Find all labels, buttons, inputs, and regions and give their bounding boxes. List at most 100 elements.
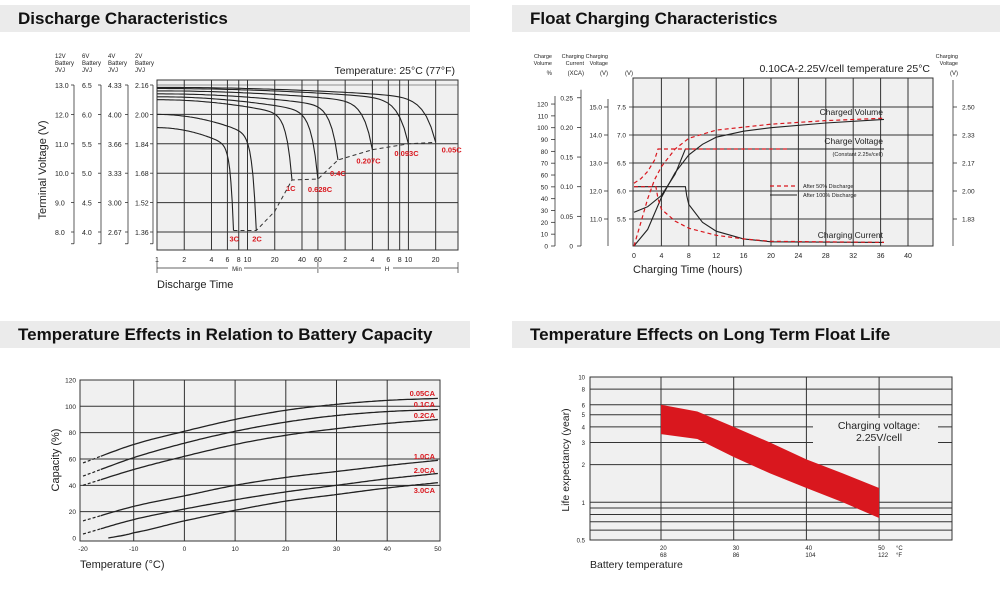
axis-tick-label: 7.5 — [617, 105, 626, 112]
axis-tick-label: 2.33 — [962, 133, 975, 140]
legend-after50: After 50% Discharge — [803, 184, 853, 190]
x-tick-label: 20 — [432, 257, 440, 264]
y-tick-label: 0 — [72, 536, 76, 543]
temp-capacity-chart: -20 -10 0 10 20 30 40 50 0 20 40 60 80 100 120 0.05CA 0.… — [50, 377, 442, 571]
voltage-tick-label: 1.84 — [135, 142, 149, 149]
x-tick-label: 4 — [370, 257, 374, 264]
axis-tick-label: 0 — [569, 244, 573, 251]
discharge-title: Discharge Characteristics — [0, 5, 470, 32]
y-tick-label: 4 — [582, 425, 586, 431]
axis-tick-label: 13.0 — [589, 161, 602, 168]
y-tick-label: 120 — [65, 377, 76, 384]
curve-label: 0.4C — [330, 169, 346, 178]
voltage-axis-header: Battery — [82, 61, 101, 67]
x-tick-label: 8 — [687, 253, 691, 260]
y-tick-label: 10 — [578, 376, 585, 382]
axis-tick-label: 6.5 — [617, 161, 626, 168]
voltage-axis-header: JVJ — [108, 68, 118, 74]
voltage-tick-label: 9.0 — [55, 201, 65, 208]
y-tick-label: 20 — [69, 509, 77, 516]
axis-tick-label: 20 — [541, 220, 549, 227]
temp-capacity-title: Temperature Effects in Relation to Batte… — [0, 321, 470, 348]
discharge-curve-1C — [157, 99, 293, 181]
axis-tick-label: 40 — [541, 196, 549, 203]
axis-tick-label: 110 — [538, 113, 549, 120]
x-tick-label-c: 40 — [805, 546, 812, 552]
unit-label-f: °F — [896, 553, 902, 559]
axis-header: Charging — [936, 54, 958, 60]
end-voltage-line — [233, 141, 436, 231]
axis-tick-label: 7.0 — [617, 133, 626, 140]
axis-tick-label: 30 — [541, 208, 549, 215]
axis-header: Volume — [534, 61, 552, 67]
x-tick-label: 60 — [314, 257, 322, 264]
capacity-curve-2.0CA — [100, 472, 438, 530]
discharge-curve-0.628C — [157, 96, 319, 180]
axis-header: Voltage — [940, 61, 958, 67]
axis-tick-label: 2.00 — [962, 189, 975, 196]
capacity-curve-dashed-2.0CA — [82, 528, 101, 535]
x-tick-label-f: 104 — [805, 553, 816, 559]
y-tick-label: 60 — [69, 456, 77, 463]
axis-tick-label: 60 — [541, 173, 549, 180]
axis-tick-label: 5.5 — [617, 217, 626, 224]
voltage-tick-label: 1.68 — [135, 171, 149, 178]
voltage-axis-header: Battery — [135, 61, 154, 67]
capacity-curve-0.2CA — [100, 418, 438, 481]
y-tick-label: 100 — [65, 404, 76, 411]
annotation-box — [813, 418, 938, 446]
x-axis-label: Charging Time (hours) — [633, 264, 742, 276]
x-tick-label: 4 — [210, 257, 214, 264]
x-tick-label: -10 — [129, 546, 139, 553]
x-tick-label-c: 20 — [660, 546, 667, 552]
curve-label-volume: Charged Volume — [820, 107, 884, 117]
life-expectancy-band — [661, 404, 880, 518]
axis-header: Charge — [534, 54, 552, 60]
x-tick-label: 6 — [225, 257, 229, 264]
capacity-curve-0.05CA — [100, 397, 438, 457]
axis-tick-label: 2.50 — [962, 105, 975, 112]
x-tick-label-f: 122 — [878, 553, 889, 559]
y-tick-label: 8 — [582, 388, 586, 394]
x-tick-label: 10 — [244, 257, 252, 264]
x-tick-label: 10 — [231, 546, 239, 553]
voltage-tick-label: 1.36 — [135, 230, 149, 237]
axis-tick-label: 0.10 — [560, 184, 573, 191]
x-tick-label: 2 — [343, 257, 347, 264]
x-tick-label: 20 — [282, 546, 290, 553]
voltage-tick-label: 2.16 — [135, 83, 149, 90]
series-voltage_6v-after50 — [633, 148, 789, 184]
curve-label: 0.628C — [308, 185, 333, 194]
curve-label: 0.1CA — [414, 400, 436, 409]
x-tick-label-c: 30 — [733, 546, 740, 552]
voltage-axis-header: 6V — [82, 54, 89, 60]
voltage-tick-label: 4.5 — [82, 201, 92, 208]
curve-label-voltage-note: (Constant 2.25v/cell) — [833, 152, 884, 158]
axis-unit: (V) — [950, 71, 958, 77]
voltage-tick-label: 8.0 — [55, 230, 65, 237]
axis-tick-label: 70 — [541, 161, 549, 168]
axis-tick-label: 0.20 — [560, 125, 573, 132]
axis-unit: (V) — [625, 71, 633, 77]
voltage-tick-label: 5.5 — [82, 142, 92, 149]
x-tick-label: 40 — [904, 253, 912, 260]
x-tick-label: 2 — [182, 257, 186, 264]
curve-label: 0.2CA — [414, 411, 436, 420]
hour-label-bg — [381, 264, 393, 272]
curve-label: 2.0CA — [414, 466, 436, 475]
axis-unit: (XCA) — [568, 71, 584, 77]
capacity-curve-3.0CA — [108, 482, 438, 539]
axis-unit: % — [547, 71, 553, 77]
curve-label: 0.093C — [394, 149, 419, 158]
voltage-tick-label: 3.33 — [108, 171, 122, 178]
voltage-tick-label: 3.00 — [108, 201, 122, 208]
plot-area — [156, 79, 459, 251]
voltage-tick-label: 4.0 — [82, 230, 92, 237]
axis-tick-label: 90 — [541, 137, 549, 144]
x-axis-label: Temperature (°C) — [80, 559, 164, 571]
curve-label: 0.207C — [356, 157, 381, 166]
series-voltage_6v-after100 — [633, 148, 884, 213]
axis-tick-label: 0 — [544, 244, 548, 251]
y-tick-label: 5 — [582, 413, 586, 419]
